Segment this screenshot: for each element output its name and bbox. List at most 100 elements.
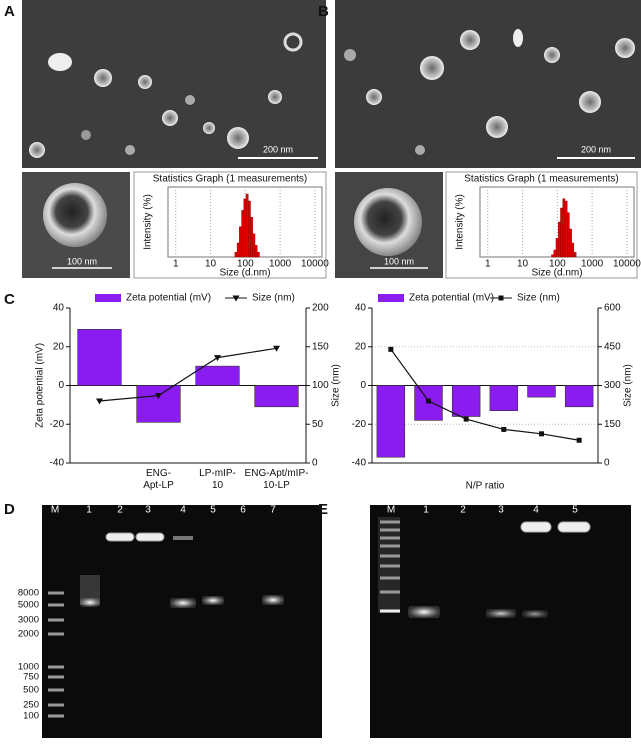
lane-label: 4 xyxy=(180,505,186,516)
ladder-band xyxy=(380,528,400,532)
x-tick-label: LP-mIP-10 xyxy=(199,468,236,491)
lane-label: 1 xyxy=(423,505,429,516)
y2-tick-label: 150 xyxy=(312,341,329,352)
y-tick-label: -20 xyxy=(352,419,367,430)
bar xyxy=(558,221,561,258)
y-tick-label: 20 xyxy=(53,341,65,352)
bar xyxy=(551,254,554,258)
gel-d xyxy=(42,505,322,738)
lane-label: M xyxy=(387,505,395,516)
marker xyxy=(463,416,469,422)
lane-label: 2 xyxy=(117,505,123,516)
ladder-label: 1000 xyxy=(18,662,39,673)
marker xyxy=(426,398,431,404)
x-tick-label: 1 xyxy=(173,259,179,270)
y-tick-label: 20 xyxy=(355,341,367,352)
ladder-band xyxy=(48,591,64,595)
legend-swatch xyxy=(378,294,404,302)
lane-label: M xyxy=(51,505,59,516)
y-axis-label: Intensity (%) xyxy=(143,194,154,250)
x-tick-label: ENG-Apt/mIP-10-LP xyxy=(245,468,309,491)
legend-label: Zeta potential (mV) xyxy=(409,293,494,304)
y-tick-label: -20 xyxy=(50,419,65,430)
y-axis-label: Intensity (%) xyxy=(455,194,466,250)
ladder-band xyxy=(48,714,64,718)
ladder-band xyxy=(48,618,64,622)
line xyxy=(99,347,277,402)
scale-label: 100 nm xyxy=(384,256,414,266)
chart-title: Statistics Graph (1 measurements) xyxy=(153,174,308,185)
marker xyxy=(576,437,582,443)
y2-tick-label: 450 xyxy=(604,341,621,352)
bar xyxy=(245,193,249,258)
bar xyxy=(236,242,240,258)
ladder-label: 250 xyxy=(23,700,39,711)
scale-label: 100 nm xyxy=(67,256,97,266)
y-tick-label: 0 xyxy=(360,380,366,391)
y2-axis-label: Size (nm) xyxy=(623,364,634,407)
y2-tick-label: 50 xyxy=(312,419,324,430)
x-tick-label: 1 xyxy=(485,259,491,270)
ladder-label: 5000 xyxy=(18,600,39,611)
marker xyxy=(501,426,507,432)
marker xyxy=(155,393,162,400)
bar xyxy=(489,385,519,411)
panel-label: B xyxy=(318,3,329,20)
scale-label: 200 nm xyxy=(581,144,611,154)
em-inset-b: 100 nm xyxy=(335,172,443,278)
bar xyxy=(252,233,256,258)
lane-label: 5 xyxy=(210,505,216,516)
bar xyxy=(250,217,253,258)
gel-e xyxy=(370,505,631,738)
y-tick-label: -40 xyxy=(50,458,65,469)
marker xyxy=(96,398,103,405)
marker xyxy=(539,431,544,437)
y-tick-label: 0 xyxy=(58,380,64,391)
y-tick-label: 40 xyxy=(355,303,367,314)
ladder-band xyxy=(48,688,64,692)
marker xyxy=(232,295,240,302)
bar xyxy=(566,212,570,258)
bar xyxy=(555,238,559,258)
bar xyxy=(560,207,563,258)
lane-label: 5 xyxy=(572,505,578,516)
bar xyxy=(571,242,575,258)
lane-label: 4 xyxy=(533,505,539,516)
y2-tick-label: 150 xyxy=(604,419,621,430)
y-tick-label: -40 xyxy=(352,458,367,469)
bar xyxy=(569,228,572,258)
marker xyxy=(498,295,504,301)
bar xyxy=(564,200,568,258)
lane-label: 3 xyxy=(498,505,504,516)
y2-tick-label: 0 xyxy=(312,458,318,469)
ladder-band xyxy=(48,665,64,669)
x-tick-label: 10000 xyxy=(301,259,329,270)
ladder-band xyxy=(380,590,400,594)
y-tick-label: 40 xyxy=(53,303,65,314)
bar xyxy=(564,385,594,408)
ladder-label: 8000 xyxy=(18,588,39,599)
bar xyxy=(234,252,238,258)
x-tick-label: 10 xyxy=(517,259,529,270)
em-image-b: 200 nm xyxy=(335,0,641,168)
ladder-band xyxy=(48,703,64,707)
y2-tick-label: 600 xyxy=(604,303,621,314)
ladder-label: 750 xyxy=(23,672,39,683)
bar xyxy=(241,210,245,258)
x-tick-label: 100 xyxy=(549,259,566,270)
y2-tick-label: 100 xyxy=(312,380,329,391)
em-image-a: 200 nm xyxy=(22,0,326,168)
bar xyxy=(553,249,557,258)
em-inset-a: 100 nm xyxy=(22,172,130,278)
bar xyxy=(562,198,566,258)
bar xyxy=(527,385,556,398)
x-axis-label: Size (d.nm) xyxy=(219,268,270,279)
x-tick-label: ENG-Apt-LP xyxy=(143,468,174,491)
panel-label: E xyxy=(318,501,328,518)
bar xyxy=(195,365,240,386)
ladder-band xyxy=(48,603,64,607)
y2-tick-label: 200 xyxy=(312,303,329,314)
x-tick-label: 100 xyxy=(237,259,254,270)
x-axis-label: Size (d.nm) xyxy=(531,268,582,279)
